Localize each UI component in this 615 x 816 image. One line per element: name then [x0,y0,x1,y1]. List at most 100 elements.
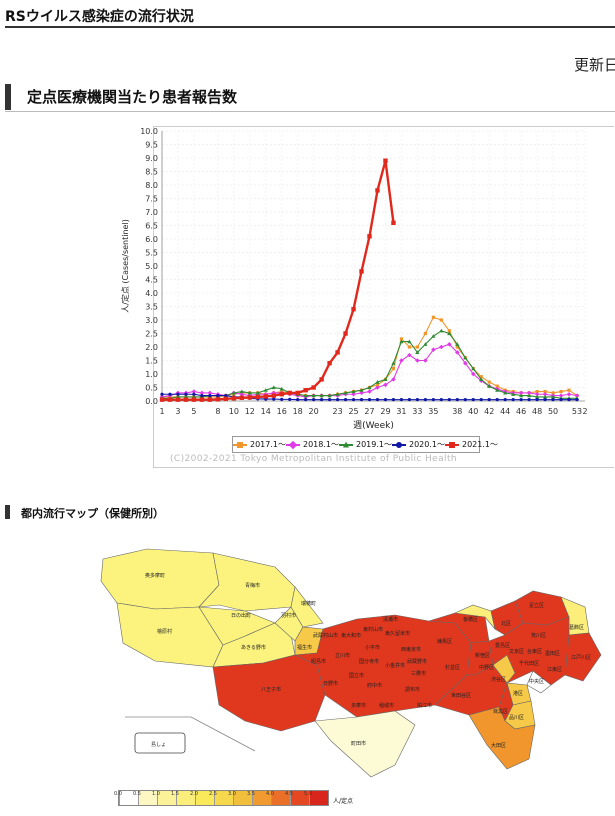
data-point [375,385,380,390]
x-tick-label: 3 [175,407,180,416]
x-tick-label: 20 [309,407,319,416]
data-point [439,318,443,322]
data-point [519,393,524,398]
y-axis-label: 人/定点 (Cases/sentinel) [120,219,130,313]
data-point [439,344,444,350]
chart-legend: 2017.1～ 2018.1～ 2019.1～ 2020.1～ 2021.1～ [232,436,498,453]
data-point [247,390,252,395]
label-nakano: 中野区 [479,664,494,671]
data-point [239,395,245,400]
label-fuchu: 府中市 [367,682,382,689]
islands-inset[interactable] [134,732,186,754]
data-point [471,398,475,402]
label-tama: 多摩市 [351,702,366,709]
data-point [551,391,555,395]
data-point [423,342,428,346]
data-point [391,367,396,371]
scale-swatch: 2.5 [209,791,233,805]
data-point [550,394,556,399]
region-ota[interactable] [468,706,536,770]
x-tick-label: 46 [516,407,526,416]
legend-item-2017[interactable]: 2017.1～ [233,439,286,450]
label-kokubunji: 国分寺市 [359,658,379,665]
data-point [463,360,468,366]
data-point [495,388,500,392]
data-point [231,396,237,401]
label-komae: 狛江市 [417,702,432,709]
region-machida[interactable] [314,710,416,778]
data-point [479,398,483,402]
data-point [335,350,340,355]
scale-swatch: 5.0 [304,791,328,805]
x-tick-label: 10 [229,407,239,416]
region-chuo[interactable] [526,670,552,694]
data-point [287,390,292,396]
y-tick-label: 6.5 [145,222,158,231]
label-inagi: 稲城市 [379,702,394,709]
data-point [391,377,396,382]
y-tick-label: 0.5 [145,384,158,393]
data-point [296,398,300,402]
chart-section-title: 定点医療機関当たり患者報告数 [27,88,238,106]
data-point [359,388,364,392]
region-hachioji[interactable] [212,654,326,732]
scale-tick-label: 2.5 [209,791,217,797]
y-tick-label: 4.0 [145,289,158,298]
data-point [167,397,173,402]
legend-item-2020[interactable]: 2020.1～ [392,439,445,450]
legend-item-2021[interactable]: 2021.1～ [445,439,498,450]
series-line-c2021 [162,160,395,401]
data-point [391,398,396,402]
data-point [551,398,555,402]
data-point [280,397,284,401]
data-point [439,398,443,402]
scale-unit: 人/定点 [333,798,354,805]
label-hamura: 羽村市 [281,612,296,619]
label-fussa: 福生市 [297,644,312,651]
label-arakawa: 荒川区 [531,632,546,639]
data-point [447,329,451,333]
data-point [319,393,324,398]
y-tick-label: 5.0 [145,262,158,271]
label-akiruno: あきる野市 [241,644,266,651]
region-mizuho[interactable] [290,586,324,628]
legend-item-2019[interactable]: 2019.1～ [339,439,392,450]
y-tick-label: 10.0 [140,127,158,136]
data-point [383,398,388,402]
data-point [535,394,540,399]
data-point [407,352,412,358]
data-point [327,393,332,398]
data-point [407,398,412,402]
data-point [511,398,515,402]
data-point [567,398,571,402]
data-point [455,398,459,402]
data-point [311,385,316,390]
label-higashimurayama: 東村山市 [363,626,383,633]
data-point [175,397,181,402]
data-point [359,269,364,274]
x-tick-label: 1 [159,407,164,416]
label-setagaya: 世田谷区 [451,692,471,699]
data-point [176,392,180,396]
data-point [255,394,260,400]
data-point [216,394,220,398]
scale-tick-label: 3.5 [247,791,255,797]
label-chuo: 中央区 [529,678,544,685]
data-point [304,398,308,402]
data-point [343,331,348,336]
region-okutama[interactable] [100,548,220,610]
data-point [159,397,165,402]
y-tick-label: 5.5 [145,249,158,258]
legend-item-2018[interactable]: 2018.1～ [286,439,339,450]
data-point [407,345,412,349]
label-suginami: 杉並区 [445,664,460,671]
data-point [335,392,340,396]
data-point [495,384,499,388]
y-tick-label: 9.5 [145,141,158,150]
data-point [431,315,435,319]
data-point [511,392,516,396]
region-shibuya[interactable] [492,654,516,684]
label-itabashi: 板橋区 [463,616,478,623]
y-tick-label: 1.5 [145,357,158,366]
color-scale-bar: 0.0 0.5 1.0 1.5 2.0 2.5 3.0 3.5 4.0 4.5 5.0 [114,790,329,806]
